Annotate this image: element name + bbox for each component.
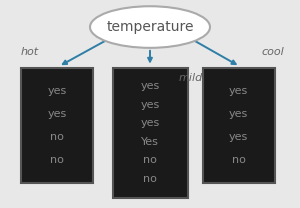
Text: yes: yes — [229, 109, 248, 119]
Text: no: no — [143, 174, 157, 184]
Text: yes: yes — [229, 86, 248, 96]
Text: cool: cool — [262, 47, 284, 57]
Text: hot: hot — [21, 47, 39, 57]
FancyBboxPatch shape — [202, 68, 274, 183]
Text: yes: yes — [47, 86, 67, 96]
FancyBboxPatch shape — [21, 68, 93, 183]
Text: yes: yes — [229, 132, 248, 142]
Text: Yes: Yes — [141, 137, 159, 147]
Text: no: no — [50, 155, 64, 165]
Text: yes: yes — [140, 100, 160, 110]
Text: mild: mild — [178, 73, 203, 83]
Text: no: no — [232, 155, 245, 165]
Text: no: no — [143, 155, 157, 165]
Text: no: no — [50, 132, 64, 142]
Text: yes: yes — [140, 118, 160, 128]
Text: yes: yes — [47, 109, 67, 119]
Text: yes: yes — [140, 81, 160, 91]
FancyBboxPatch shape — [112, 68, 188, 198]
Ellipse shape — [90, 6, 210, 48]
Text: temperature: temperature — [106, 20, 194, 34]
